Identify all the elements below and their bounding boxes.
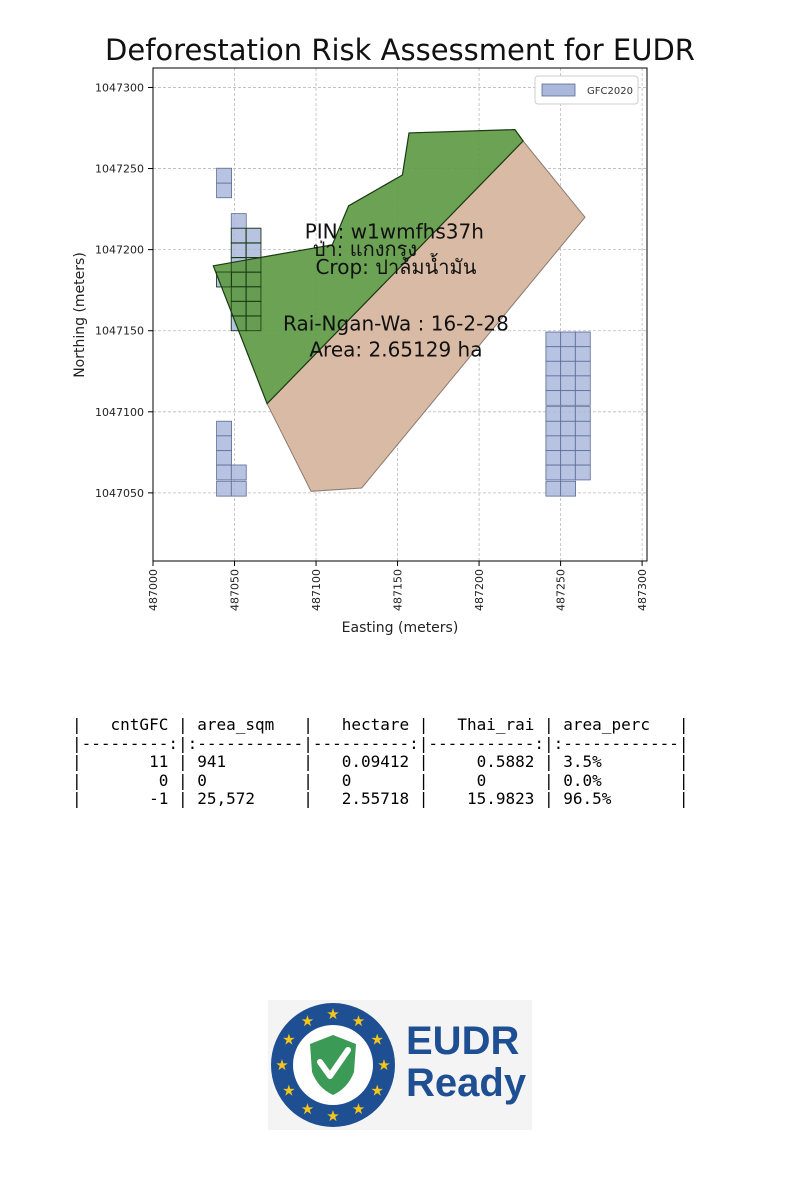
gfc-cell (216, 167, 232, 184)
x-axis-label: Easting (meters) (342, 620, 459, 636)
y-tick-label: 1047050 (95, 487, 144, 500)
gfc-cell (574, 346, 591, 362)
statistics-table: | cntGFC | area_sqm | hectare | Thai_rai… (72, 715, 689, 809)
plot-annotation: Rai-Ngan-Wa : 16-2-28 (283, 312, 509, 336)
legend-box (534, 75, 639, 105)
gfc-cell (230, 480, 247, 497)
gfc-cell (245, 227, 262, 244)
star-icon: ★ (275, 1056, 288, 1074)
gfc-cell-outline (245, 315, 262, 332)
gfc-cell (574, 331, 591, 348)
gfc-cell (545, 375, 562, 392)
x-tick-label: 487050 (229, 569, 242, 611)
gfc-cell (574, 406, 591, 422)
plot-frame (152, 67, 648, 562)
gfc-cell (560, 449, 576, 466)
logo-line-ready: Ready (406, 1061, 527, 1105)
star-icon: ★ (326, 1107, 339, 1125)
star-icon: ★ (301, 1012, 314, 1030)
gfc-cell (574, 435, 591, 452)
x-tick-label: 487150 (392, 569, 405, 611)
star-icon: ★ (352, 1012, 365, 1030)
gfc-cell (574, 449, 591, 466)
x-tick-label: 487200 (473, 569, 486, 611)
x-tick-label: 487100 (310, 569, 323, 611)
table-row: | 11 | 941 | 0.09412 | 0.5882 | 3.5% | (72, 752, 689, 771)
eu-stars-emblem: ★ ★ ★ ★ ★ ★ ★ ★ ★ ★ ★ ★ (271, 1003, 395, 1127)
table-separator-row: |---------:|:-----------|----------:|---… (72, 733, 689, 753)
gfc-cell (216, 449, 232, 466)
gfc-cell (545, 420, 562, 437)
star-icon: ★ (301, 1100, 314, 1118)
gfc-cell (216, 464, 232, 481)
plot-annotation: Area: 2.65129 ha (309, 338, 482, 362)
x-tick-label: 487000 (147, 569, 160, 611)
x-tick-label: 487250 (555, 569, 568, 611)
gfc-cell (545, 480, 562, 497)
y-axis-label: Northing (meters) (72, 252, 88, 378)
legend-swatch (541, 83, 576, 97)
gfc-cell (560, 346, 576, 362)
legend: GFC2020 (534, 75, 639, 105)
star-icon: ★ (282, 1082, 295, 1100)
gfc-cell (560, 360, 576, 377)
gfc-cell (574, 375, 591, 392)
gfc-cell (216, 435, 232, 452)
gfc-cell (545, 464, 562, 481)
y-tick-label: 1047250 (95, 163, 144, 176)
gfc-cell (545, 346, 562, 362)
x-tick-label: 487300 (636, 569, 649, 611)
deforestation-chart: Deforestation Risk Assessment for EUDR E… (72, 33, 695, 636)
y-tick-label: 1047100 (95, 406, 144, 419)
table-row: | 0 | 0 | 0 | 0 | 0.0% | (72, 770, 689, 790)
gfc-cell (560, 420, 576, 437)
star-icon: ★ (377, 1056, 390, 1074)
gfc-cell (574, 360, 591, 377)
gfc-cell (574, 464, 591, 481)
star-icon: ★ (370, 1031, 383, 1049)
gfc-cell (230, 464, 247, 481)
table-header-row: | cntGFC | area_sqm | hectare | Thai_rai… (72, 715, 689, 734)
plot-annotation: Crop: ปาล์มน้ำมัน (315, 253, 476, 279)
gfc-cell (560, 480, 576, 497)
plot-annotation: PIN: w1wmfhs37h (305, 219, 484, 243)
gfc-cell (245, 242, 262, 259)
y-tick-label: 1047200 (95, 244, 144, 257)
table-row: | -1 | 25,572 | 2.55718 | 15.9823 | 96.5… (72, 789, 689, 808)
star-icon: ★ (352, 1100, 365, 1118)
gfc-cell (545, 406, 562, 422)
star-icon: ★ (282, 1031, 295, 1049)
gfc-cell (560, 464, 576, 481)
star-icon: ★ (370, 1082, 383, 1100)
chart-title: Deforestation Risk Assessment for EUDR (105, 33, 695, 67)
gfc-cell (545, 435, 562, 452)
logo-line-eudr: EUDR (406, 1019, 520, 1063)
plot-annotation: ป่า: แกงกรุง (313, 237, 417, 262)
gfc-cell (560, 406, 576, 422)
gfc-cell (560, 435, 576, 452)
gfc-cell (545, 389, 562, 406)
gfc-cell (545, 331, 562, 348)
gfc-cell (230, 213, 247, 229)
gfc-cell (216, 420, 232, 437)
gfc-cell (216, 182, 232, 199)
legend-label: GFC2020 (587, 86, 633, 97)
gfc-cell (230, 227, 247, 244)
y-tick-label: 1047150 (95, 325, 144, 338)
forest-overlap-polygon (212, 128, 524, 405)
eudr-ready-logo: ★ ★ ★ ★ ★ ★ ★ ★ ★ ★ ★ ★ EUDR Ready (268, 1000, 532, 1130)
gfc-cell (545, 360, 562, 377)
y-tick-label: 1047300 (95, 81, 144, 94)
gfc-cell (216, 480, 232, 497)
gfc-cell (560, 331, 576, 348)
star-icon: ★ (326, 1005, 339, 1023)
gfc-cell (574, 389, 591, 406)
logo-text: EUDR Ready (406, 1020, 526, 1104)
gfc-cell (560, 389, 576, 406)
gfc-cell (560, 375, 576, 392)
gfc-cell (230, 242, 247, 259)
gfc-cell (574, 420, 591, 437)
leaf-check-icon (317, 1047, 351, 1079)
gfc-cell (545, 449, 562, 466)
